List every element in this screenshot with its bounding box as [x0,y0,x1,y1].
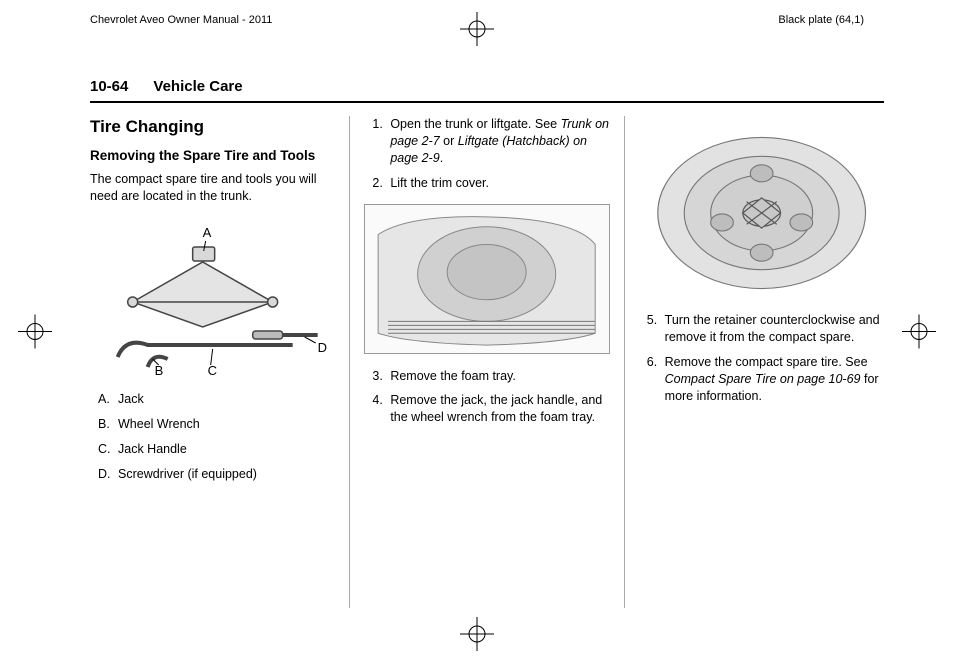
registration-mark-icon [902,315,936,354]
list-item: D.Screwdriver (if equipped) [98,466,335,483]
manual-title: Chevrolet Aveo Owner Manual - 2011 [90,14,272,26]
steps-list: Remove the foam tray. Remove the jack, t… [364,368,609,427]
figure-retainer [639,128,884,298]
plate-label: Black plate (64,1) [778,14,864,26]
section-title: Vehicle Care [153,78,242,95]
figure-foam-tray [364,204,609,354]
list-item: Open the trunk or liftgate. See Trunk on… [386,116,609,167]
page-number: 10-64 [90,78,128,95]
topic-heading: Tire Changing [90,116,335,139]
list-item: B.Wheel Wrench [98,416,335,433]
registration-mark-icon [18,315,52,354]
svg-text:D: D [318,340,327,355]
list-item: Turn the retainer counterclockwise and r… [661,312,884,346]
list-item: Remove the compact spare tire. See Compa… [661,354,884,405]
svg-text:B: B [155,363,164,377]
list-item: C.Jack Handle [98,441,335,458]
cross-ref: Compact Spare Tire on page 10-69 [665,372,861,386]
svg-text:C: C [208,363,217,377]
figure-tools: A B C D [90,217,335,377]
sub-heading: Removing the Spare Tire and Tools [90,147,335,165]
registration-mark-icon [460,617,494,656]
content-columns: Tire Changing Removing the Spare Tire an… [90,116,884,608]
column-3: Turn the retainer counterclockwise and r… [625,116,884,608]
list-item: A.Jack [98,391,335,408]
svg-text:A: A [203,225,212,240]
column-1: Tire Changing Removing the Spare Tire an… [90,116,350,608]
column-2: Open the trunk or liftgate. See Trunk on… [350,116,624,608]
list-item: Lift the trim cover. [386,175,609,192]
page: Chevrolet Aveo Owner Manual - 2011 Black… [0,0,954,668]
section-header: 10-64 Vehicle Care [90,78,884,103]
steps-list: Open the trunk or liftgate. See Trunk on… [364,116,609,192]
tool-legend: A.Jack B.Wheel Wrench C.Jack Handle D.Sc… [90,391,335,483]
list-item: Remove the jack, the jack handle, and th… [386,392,609,426]
intro-paragraph: The compact spare tire and tools you wil… [90,171,335,205]
steps-list: Turn the retainer counterclockwise and r… [639,312,884,404]
list-item: Remove the foam tray. [386,368,609,385]
registration-mark-icon [460,12,494,51]
